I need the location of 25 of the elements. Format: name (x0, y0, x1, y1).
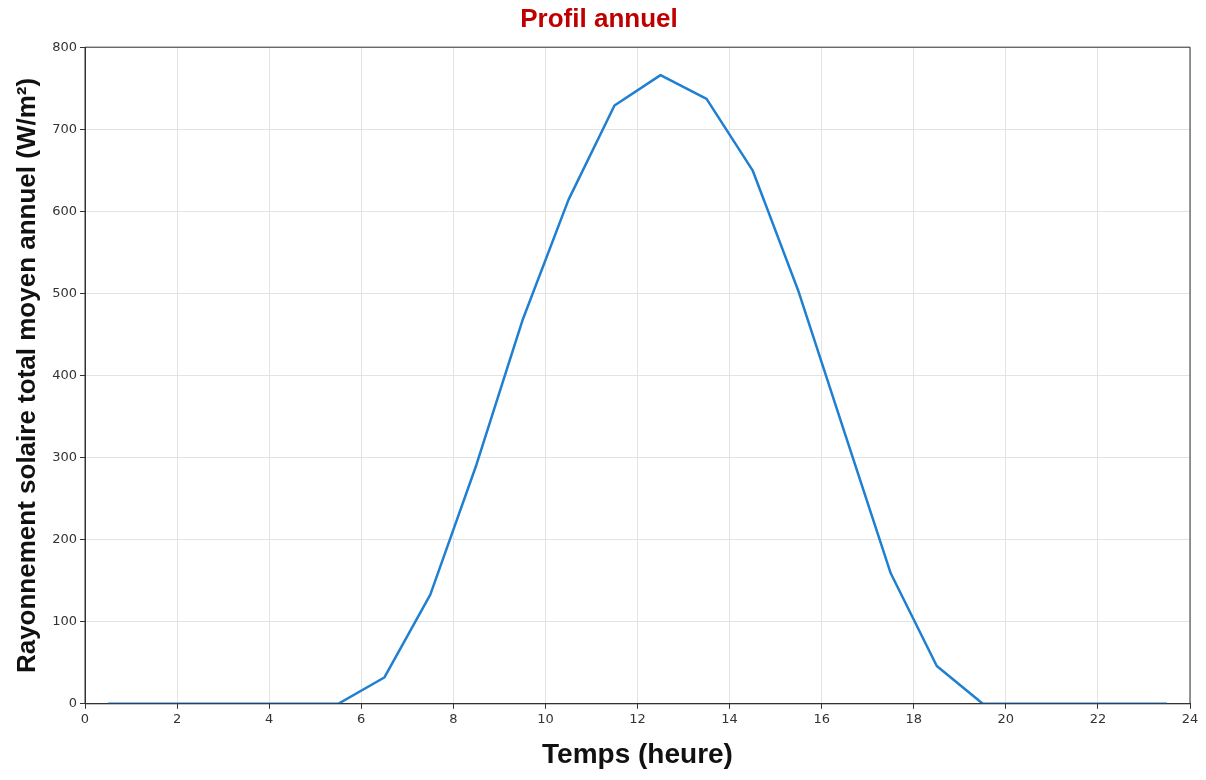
y-tick-label: 600 (52, 202, 78, 218)
y-tick-label: 500 (52, 284, 78, 300)
y-tick-label: 700 (52, 120, 78, 136)
y-tick-label: 800 (52, 38, 78, 54)
x-tick-label: 24 (1181, 710, 1199, 726)
x-tick-label: 6 (357, 710, 366, 726)
y-tick-label: 300 (52, 448, 78, 464)
x-tick-label: 10 (537, 710, 554, 726)
y-tick-label: 0 (68, 695, 78, 711)
x-tick-label: 0 (80, 710, 90, 726)
x-tick-label: 2 (172, 710, 182, 726)
y-tick-label: 400 (52, 366, 78, 382)
x-tick-label: 16 (813, 710, 830, 726)
y-axis-title: Rayonnement solaire total moyen annuel (W/m²) (10, 77, 41, 674)
x-tick-label: 20 (997, 710, 1015, 726)
y-tick-label: 100 (52, 613, 78, 629)
x-tick-label: 4 (265, 710, 274, 726)
x-axis-title: Temps (heure) (542, 737, 733, 769)
x-tick-label: 18 (905, 710, 923, 726)
x-tick-label: 12 (629, 710, 646, 726)
y-tick-label: 200 (52, 531, 78, 547)
x-tick-label: 8 (449, 710, 458, 726)
x-tick-label: 22 (1089, 710, 1107, 726)
x-tick-label: 14 (721, 710, 738, 726)
chart-title: Profil annuel (520, 2, 678, 33)
